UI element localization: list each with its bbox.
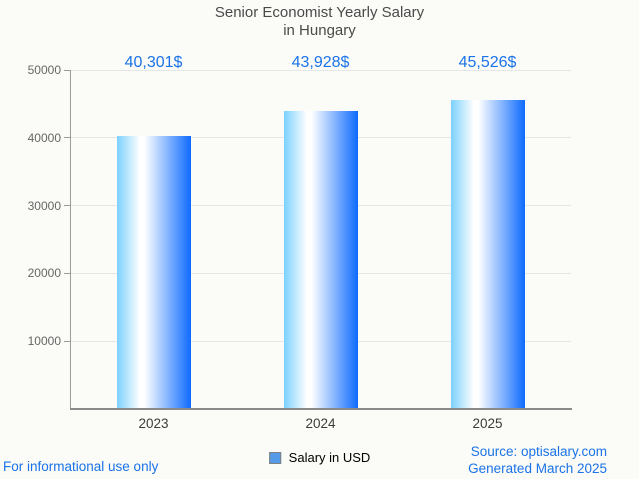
y-axis-tick-label: 20000	[27, 266, 61, 281]
generated-line: Generated March 2025	[468, 460, 607, 476]
bar-value-label: 43,928$	[291, 54, 350, 71]
y-axis-tick-label: 30000	[27, 198, 61, 213]
y-axis-tick-label: 40000	[27, 130, 61, 145]
bar-2023	[116, 135, 191, 408]
y-tick-mark	[64, 69, 70, 71]
source-line: Source: optisalary.com	[470, 444, 607, 459]
chart-title-line1: Senior Economist Yearly Salary	[214, 4, 425, 21]
legend-label: Salary in USD	[288, 450, 371, 465]
y-tick-mark	[64, 137, 70, 139]
source-info: Source: optisalary.com Generated March 2…	[468, 444, 607, 477]
legend-marker-square-icon	[268, 451, 281, 464]
y-axis-line	[70, 70, 71, 409]
x-axis-category-label: 2024	[305, 416, 336, 431]
bar-2024	[283, 111, 358, 408]
legend: Salary in USD	[268, 450, 371, 465]
x-axis-category-label: 2023	[138, 416, 169, 431]
y-axis-tick-label: 50000	[27, 63, 61, 77]
y-tick-mark	[64, 205, 70, 207]
y-tick-mark	[64, 340, 70, 342]
bar-value-label: 45,526$	[458, 54, 517, 71]
bar-2025	[450, 100, 525, 408]
y-gridline	[70, 69, 571, 71]
x-axis-line	[70, 408, 572, 410]
y-axis-tick-label: 10000	[27, 334, 61, 349]
chart-title: Senior Economist Yearly Salary in Hungar…	[0, 4, 639, 40]
disclaimer-text: For informational use only	[3, 459, 159, 474]
bar-value-label: 40,301$	[124, 54, 183, 71]
y-tick-mark	[64, 272, 70, 274]
chart-title-line2: in Hungary	[283, 22, 356, 39]
x-axis-category-label: 2025	[472, 416, 503, 431]
